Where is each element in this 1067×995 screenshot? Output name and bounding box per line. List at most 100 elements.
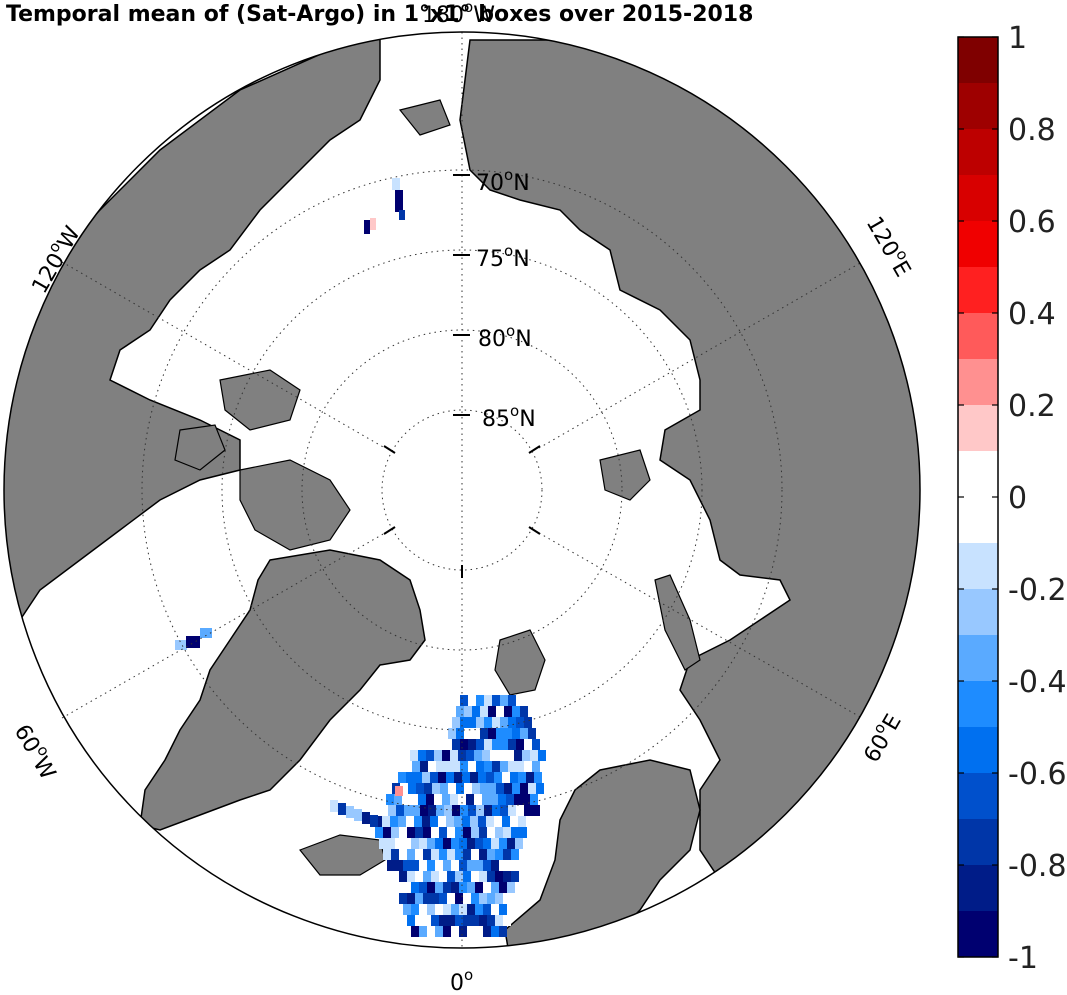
data-cell — [438, 772, 446, 783]
data-cell — [479, 915, 487, 926]
data-cell — [423, 915, 431, 926]
data-cell — [467, 926, 475, 937]
data-cell — [391, 849, 399, 860]
lat-label-85: 85oN — [482, 402, 536, 432]
data-cell — [411, 838, 419, 849]
colorbar-block — [958, 359, 998, 406]
data-cell — [464, 728, 472, 739]
data-cell — [450, 794, 458, 805]
data-cell — [462, 816, 470, 827]
data-cell — [448, 728, 456, 739]
data-cell — [463, 915, 471, 926]
data-cell — [472, 706, 480, 717]
data-cell — [488, 783, 496, 794]
data-cell — [499, 926, 507, 937]
data-cell — [495, 827, 503, 838]
data-cell — [471, 849, 479, 860]
data-cell — [416, 783, 424, 794]
colorbar-block — [958, 313, 998, 360]
data-cell — [470, 816, 478, 827]
data-cell — [423, 893, 431, 904]
data-cell — [503, 915, 511, 926]
data-cell — [486, 772, 494, 783]
data-cell — [422, 772, 430, 783]
data-cell — [538, 750, 546, 761]
data-cell — [330, 800, 338, 812]
data-cell — [403, 882, 411, 893]
data-cell — [423, 871, 431, 882]
polar-map: 70oN 75oN 80oN 85oN 180oW 0o 120oW 60oW … — [3, 0, 921, 995]
data-cell — [436, 761, 444, 772]
data-cell — [503, 893, 511, 904]
data-cell — [484, 695, 492, 706]
data-cell — [403, 860, 411, 871]
data-cell — [439, 893, 447, 904]
data-cell — [460, 739, 468, 750]
data-cell — [467, 860, 475, 871]
data-cell — [504, 783, 512, 794]
data-cell — [458, 750, 466, 761]
data-cell — [394, 794, 402, 805]
land-svalbard — [494, 629, 546, 696]
data-cell — [522, 794, 530, 805]
data-cell — [506, 794, 514, 805]
data-cell — [426, 794, 434, 805]
data-cell — [494, 772, 502, 783]
colorbar-tick-label: 0.8 — [1008, 113, 1056, 148]
data-cell — [482, 750, 490, 761]
data-cell — [511, 849, 519, 860]
data-cell — [414, 816, 422, 827]
data-cell — [504, 728, 512, 739]
colorbar-tick-label: -1 — [1008, 941, 1038, 976]
data-cell — [396, 805, 404, 816]
data-cell — [395, 786, 403, 796]
data-cell — [431, 849, 439, 860]
data-cell — [407, 915, 415, 926]
data-cell — [447, 871, 455, 882]
data-cell — [399, 871, 407, 882]
land-novaya-zemlya — [654, 574, 701, 671]
data-cell — [450, 750, 458, 761]
graticule-ticks — [383, 174, 541, 578]
data-cell — [492, 761, 500, 772]
data-cell — [467, 838, 475, 849]
data-cell — [482, 794, 490, 805]
data-cell — [422, 816, 430, 827]
data-cell — [411, 926, 419, 937]
data-cell — [492, 739, 500, 750]
data-cell — [500, 761, 508, 772]
colorbar-block — [958, 865, 998, 912]
data-cell — [536, 783, 544, 794]
colorbar-tick-label: 0.4 — [1008, 297, 1056, 332]
colorbar-block — [958, 773, 998, 820]
data-cell — [463, 849, 471, 860]
data-cell — [459, 904, 467, 915]
colorbar-block — [958, 221, 998, 268]
data-cell — [386, 794, 394, 805]
graticule — [61, 32, 863, 948]
data-cell — [492, 805, 500, 816]
data-cell — [459, 882, 467, 893]
data-cell — [530, 794, 538, 805]
data-cell — [471, 827, 479, 838]
data-cell — [475, 838, 483, 849]
data-cell — [496, 706, 504, 717]
data-cell — [443, 926, 451, 937]
data-cell — [424, 783, 432, 794]
colorbar-frame — [957, 36, 999, 958]
data-cell — [512, 706, 520, 717]
data-cell — [511, 827, 519, 838]
data-cell — [524, 805, 532, 816]
data-cell — [200, 628, 212, 638]
data-cell — [475, 926, 483, 937]
data-cell — [468, 805, 476, 816]
map-title: Temporal mean of (Sat-Argo) in 1°x1° box… — [6, 2, 754, 27]
data-cell — [387, 860, 395, 871]
data-cell — [474, 750, 482, 761]
data-cell — [423, 849, 431, 860]
colorbar-block — [958, 681, 998, 728]
data-cell — [530, 750, 538, 761]
data-cell — [476, 695, 484, 706]
land-scandinavia — [504, 759, 701, 948]
data-cell — [411, 904, 419, 915]
